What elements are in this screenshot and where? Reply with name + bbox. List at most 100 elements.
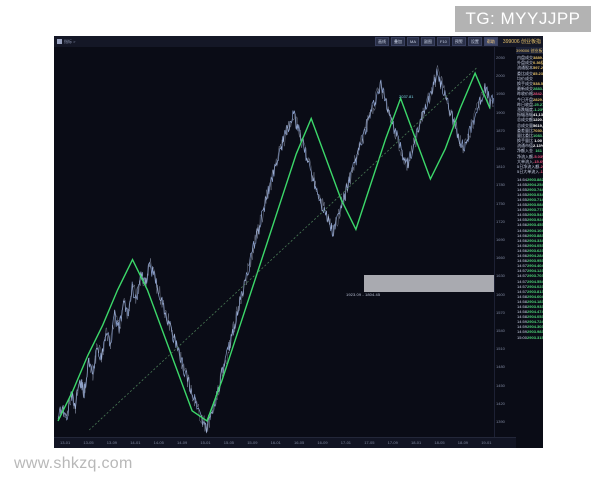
tick-time: 14:58 [517,314,528,320]
tick-price: 2903.95 [527,258,542,264]
menubar-button-4[interactable]: F10 [437,37,450,46]
money-flow-value: -173.9亿元 [539,169,543,175]
selection-highlight-band[interactable] [364,275,517,292]
tick-price: 2903.54 [527,212,542,218]
quote-label: 昨收价格 [517,91,533,97]
menubar-left-group[interactable]: 指标 > [54,39,75,44]
quote-value: 1.00 [534,138,542,144]
quote-label: 均价成交 [517,75,533,81]
tick-time: 14:56 [517,237,528,243]
price-axis-label: 1950 [496,91,505,97]
tick-volume: 39640 [541,243,543,248]
menubar-button-0[interactable]: 画线 [375,37,390,46]
menubar-button-2[interactable]: MA [407,37,420,46]
tick-price: 2904.60 [527,293,542,299]
time-axis-label: 17-09 [387,440,398,445]
price-axis-label: 2000 [496,73,505,79]
menubar-right-group[interactable]: 画线 叠加 MA 副图 F10 预警 设置 帮助 399006 创业板指 [375,37,541,46]
chart-background [54,47,494,437]
tick-volume: 41250 [541,228,543,233]
quote-value: -1.23% [533,106,543,112]
tick-price: 2904.55 [527,278,542,284]
quote-value: 161 [535,148,542,154]
price-axis-label: 1630 [496,273,505,279]
tick-table[interactable]: 14:542903.882638714:552904.254293714:552… [516,177,543,340]
price-axis-label: 1660 [496,255,505,261]
quote-label: 换手量比 [517,138,533,144]
tick-volume: 37602 [541,289,543,294]
quote-value: 538.55亿 [533,81,543,87]
quote-value: 3889.99亿 [533,55,543,61]
tick-time: 15:00 [517,334,528,340]
grid-icon[interactable] [57,39,62,44]
menubar-button-7[interactable]: 帮助 [483,37,498,46]
time-axis-label: 16-09 [317,440,328,445]
money-flow-row: 5日净流入额-29.5亿元 [516,164,543,169]
tick-time: 14:57 [517,283,528,289]
chart-svg [54,47,494,437]
tick-volume: 47206 [541,197,543,202]
tick-volume: 37806 [541,233,543,238]
quote-data-panel[interactable]: 399006 创业板指 内盘成交3889.99亿外盘成交0.36亿流通股本597… [516,47,543,448]
quote-row: 换手量比 1.00 [516,138,543,143]
money-flow-row: 净流入额-5.03亿元 [516,154,543,159]
tick-price: 2904.05 [527,314,542,320]
tick-price: 2904.28 [527,253,542,259]
menubar-button-1[interactable]: 叠加 [391,37,406,46]
menubar-button-3[interactable]: 副图 [421,37,436,46]
quote-value: 85.23亿 [533,70,543,76]
price-chart-plot[interactable] [54,47,494,437]
menubar-button-6[interactable]: 设置 [467,37,482,46]
tick-volume: 43061 [541,263,543,268]
quote-row: 均价成交 [516,76,543,81]
menubar-left-label: 指标 > [64,39,76,44]
quote-label: 量比委比 [517,132,533,138]
tick-time: 14:55 [517,197,528,203]
time-axis-label: 18-09 [457,440,469,445]
menubar-button-5[interactable]: 预警 [451,37,466,46]
time-axis: 13-01 13-05 13-09 14-01 14-05 14-09 15-01 15-05… [54,437,516,448]
quote-label: 最新成交 [517,86,533,92]
tick-volume: 39007 [541,212,543,217]
terminal-menubar[interactable]: 指标 > 画线 叠加 MA 副图 F10 预警 设置 帮助 399006 创业板… [54,36,543,48]
tick-time: 14:59 [517,329,528,335]
tick-price: 2903.74 [527,186,542,192]
